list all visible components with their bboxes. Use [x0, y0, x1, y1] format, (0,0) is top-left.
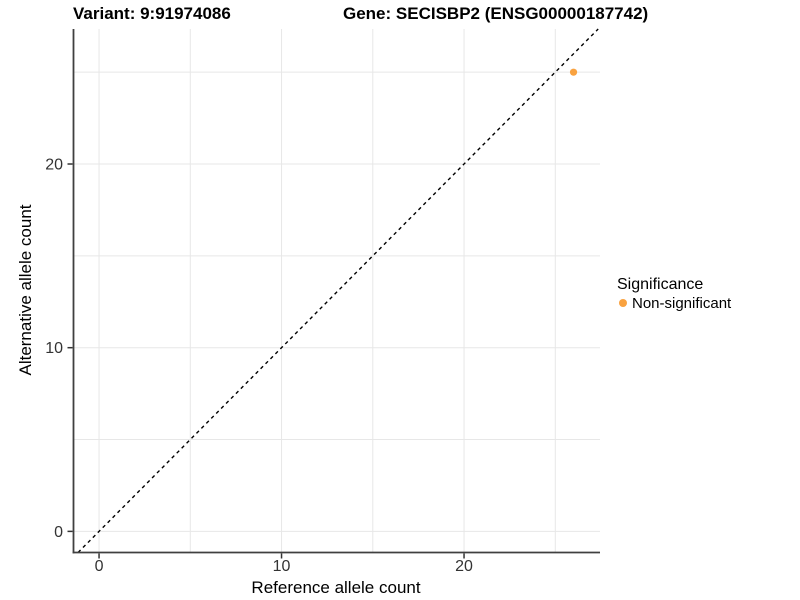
y-tick-label: 10 [45, 340, 63, 357]
x-axis-title: Reference allele count [251, 578, 421, 597]
legend: Significance Non-significant [617, 276, 731, 312]
y-tick-label: 20 [45, 157, 63, 174]
x-tick-label: 10 [273, 558, 291, 575]
x-tick-label: 0 [95, 558, 104, 575]
data-point [569, 68, 578, 76]
legend-item-label: Non-significant [632, 294, 732, 312]
y-tick-label: 0 [54, 524, 63, 541]
identity-line [77, 28, 599, 553]
x-tick-label: 20 [455, 558, 473, 575]
legend-key-dot-icon [619, 299, 627, 307]
legend-items: Non-significant [617, 294, 731, 312]
legend-item: Non-significant [617, 294, 731, 312]
legend-title: Significance [617, 276, 704, 293]
y-axis-title: Alternative allele count [16, 204, 35, 376]
plot-title-gene: Gene: SECISBP2 (ENSG00000187742) [343, 4, 649, 23]
plot-title-variant: Variant: 9:91974086 [73, 4, 231, 23]
